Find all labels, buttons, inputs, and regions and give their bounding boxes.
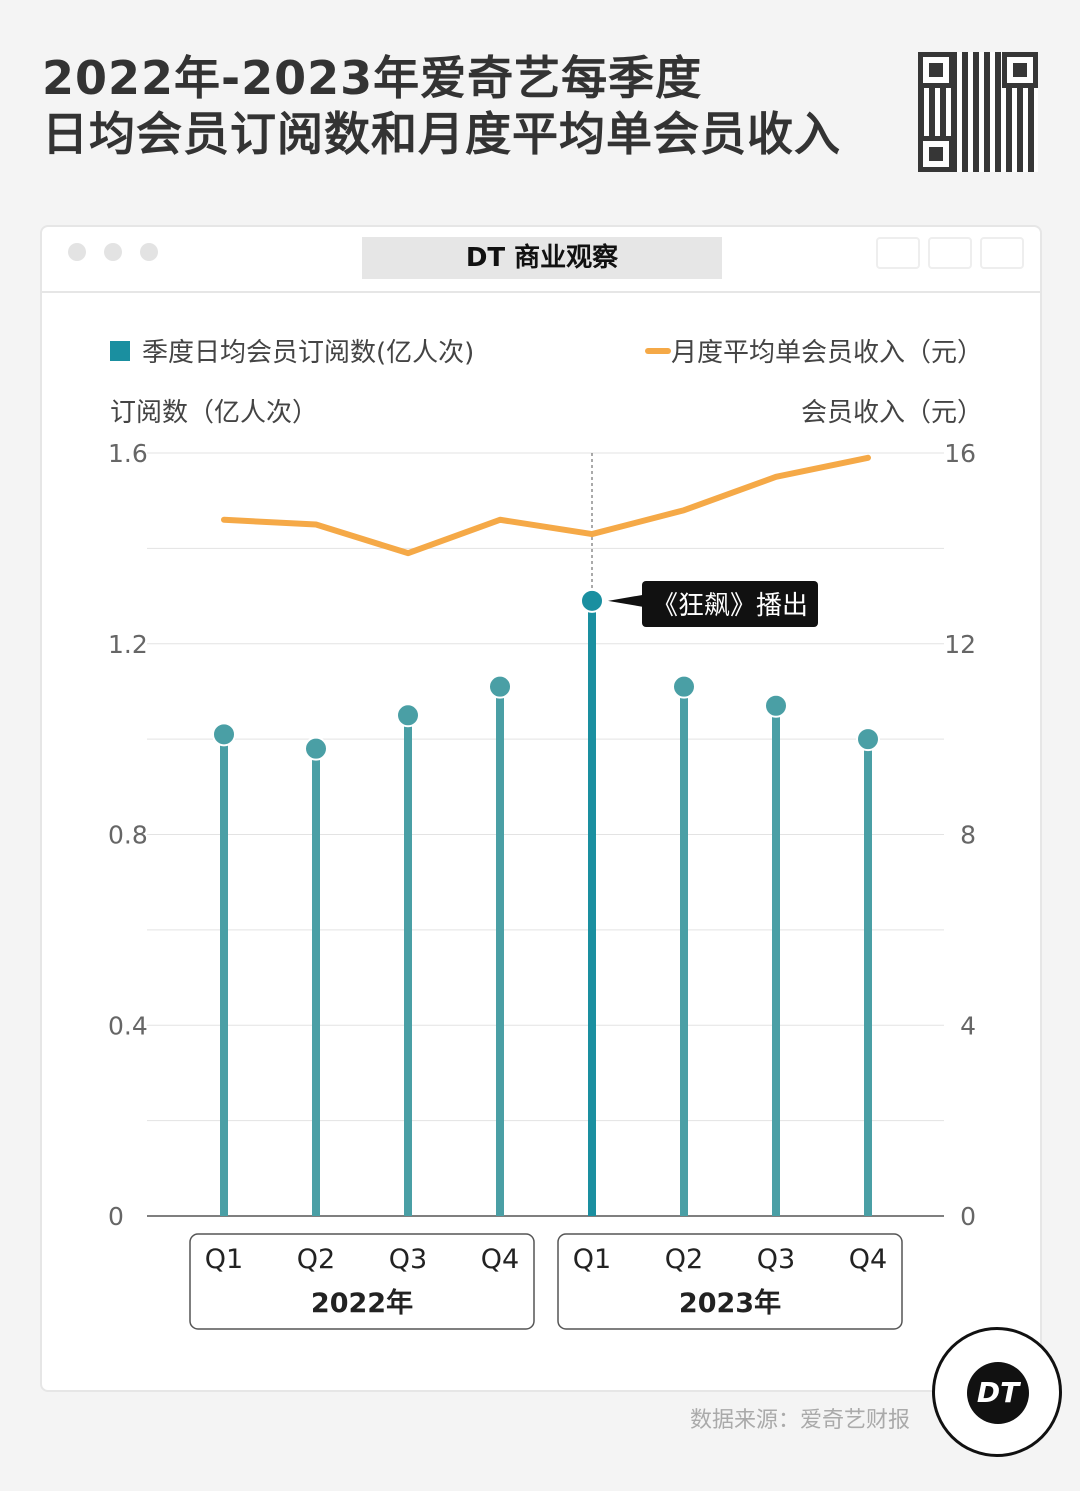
- lollipop-dot: [304, 736, 328, 761]
- y-tick-left: 0: [108, 1202, 124, 1231]
- x-tick-label: Q3: [389, 1244, 427, 1275]
- lollipop-dot: [764, 693, 788, 718]
- legend-swatch-subscriptions: [110, 341, 130, 361]
- y-tick-left: 1.2: [108, 630, 148, 659]
- title-line-2: 日均会员订阅数和月度平均单会员收入: [42, 107, 841, 161]
- title-line-1: 2022年-2023年爱奇艺每季度: [42, 51, 703, 105]
- y-tick-right: 8: [960, 821, 976, 850]
- logo-text: DT: [967, 1362, 1029, 1424]
- y-axis-right-label: 会员收入（元）: [801, 398, 983, 428]
- revenue-line: [221, 454, 871, 557]
- minimize-icon: [104, 243, 122, 261]
- source-note: 数据来源：爱奇艺财报: [690, 1408, 911, 1433]
- annotation-text: 《狂飙》播出: [652, 591, 808, 621]
- y-tick-left: 0.4: [108, 1011, 148, 1040]
- y-tick-right: 0: [960, 1202, 976, 1231]
- y-tick-left: 0.8: [108, 821, 148, 850]
- lollipop-dot: [396, 703, 420, 728]
- page-title: 2022年-2023年爱奇艺每季度 日均会员订阅数和月度平均单会员收入: [42, 50, 841, 162]
- y-tick-right: 4: [960, 1011, 976, 1040]
- y-tick-right: 16: [944, 439, 976, 468]
- x-tick-label: Q4: [849, 1244, 887, 1275]
- y-axis-left-label: 订阅数（亿人次）: [110, 398, 318, 428]
- window-title: DT 商业观察: [362, 237, 722, 279]
- chart-window: DT 商业观察: [40, 225, 1042, 1392]
- year-label: 2022年: [311, 1287, 413, 1319]
- qr-code: [918, 52, 1038, 172]
- x-tick-label: Q3: [757, 1244, 795, 1275]
- x-tick-label: Q4: [481, 1244, 519, 1275]
- close-icon: [68, 243, 86, 261]
- record-icon: [876, 237, 920, 269]
- share-icon: [928, 237, 972, 269]
- legend-swatch-revenue: [645, 348, 671, 354]
- lollipop-dot: [856, 727, 880, 752]
- lollipop-dot: [672, 674, 696, 699]
- year-label: 2023年: [679, 1287, 781, 1319]
- dt-logo: DT: [932, 1327, 1062, 1457]
- y-tick-left: 1.6: [108, 439, 148, 468]
- year-group-box: [189, 1233, 535, 1330]
- lollipop-dot: [488, 674, 512, 699]
- copy-icon: [980, 237, 1024, 269]
- maximize-icon: [140, 243, 158, 261]
- legend-label-revenue: 月度平均单会员收入（元）: [671, 338, 983, 368]
- y-tick-right: 12: [944, 630, 976, 659]
- lollipop-dot: [212, 722, 236, 747]
- year-group-box: [557, 1233, 903, 1330]
- legend-label-subscriptions: 季度日均会员订阅数(亿人次): [142, 338, 474, 368]
- annotation-box: [642, 581, 818, 627]
- x-tick-label: Q2: [297, 1244, 335, 1275]
- x-tick-label: Q1: [205, 1244, 243, 1275]
- lollipop-dot: [580, 588, 604, 613]
- x-tick-label: Q1: [573, 1244, 611, 1275]
- x-tick-label: Q2: [665, 1244, 703, 1275]
- annotation-pointer: [608, 594, 643, 607]
- window-titlebar: DT 商业观察: [42, 227, 1040, 293]
